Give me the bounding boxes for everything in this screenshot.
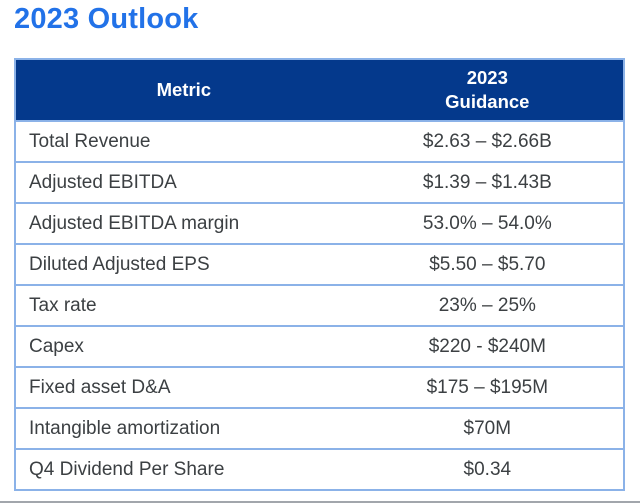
metric-cell: Adjusted EBITDA margin — [29, 212, 240, 234]
header-guidance-label: 2023 Guidance — [445, 66, 530, 112]
table-row: Tax rate 23% – 25% — [16, 284, 623, 325]
table-row: Diluted Adjusted EPS $5.50 – $5.70 — [16, 243, 623, 284]
metric-cell: Capex — [29, 335, 84, 357]
table-row: Adjusted EBITDA $1.39 – $1.43B — [16, 161, 623, 202]
page-bottom-divider — [0, 501, 640, 503]
metric-cell: Diluted Adjusted EPS — [29, 253, 210, 275]
table-row: Adjusted EBITDA margin 53.0% – 54.0% — [16, 202, 623, 243]
metric-cell: Tax rate — [29, 294, 97, 316]
metric-cell: Total Revenue — [29, 130, 151, 152]
metric-cell: Intangible amortization — [29, 417, 221, 439]
table-header-row: Metric 2023 Guidance — [16, 60, 623, 120]
metric-cell: Q4 Dividend Per Share — [29, 458, 225, 480]
guidance-cell: $220 - $240M — [428, 335, 546, 357]
metric-cell: Adjusted EBITDA — [29, 171, 177, 193]
metric-cell: Fixed asset D&A — [29, 376, 171, 398]
table-row: Q4 Dividend Per Share $0.34 — [16, 448, 623, 489]
guidance-cell: $1.39 – $1.43B — [422, 171, 552, 193]
page-title: 2023 Outlook — [14, 3, 199, 35]
guidance-cell: $2.63 – $2.66B — [422, 130, 552, 152]
guidance-cell: 23% – 25% — [438, 294, 536, 316]
guidance-cell: $175 – $195M — [426, 376, 549, 398]
guidance-cell: $70M — [463, 417, 512, 439]
guidance-cell: $0.34 — [463, 458, 512, 480]
outlook-table: Metric 2023 Guidance Total Revenue $2.63… — [14, 58, 625, 491]
table-row: Fixed asset D&A $175 – $195M — [16, 366, 623, 407]
guidance-cell: $5.50 – $5.70 — [429, 253, 546, 275]
table-row: Total Revenue $2.63 – $2.66B — [16, 120, 623, 161]
header-metric-label: Metric — [156, 79, 212, 100]
table-row: Intangible amortization $70M — [16, 407, 623, 448]
guidance-cell: 53.0% – 54.0% — [422, 212, 552, 234]
table-row: Capex $220 - $240M — [16, 325, 623, 366]
